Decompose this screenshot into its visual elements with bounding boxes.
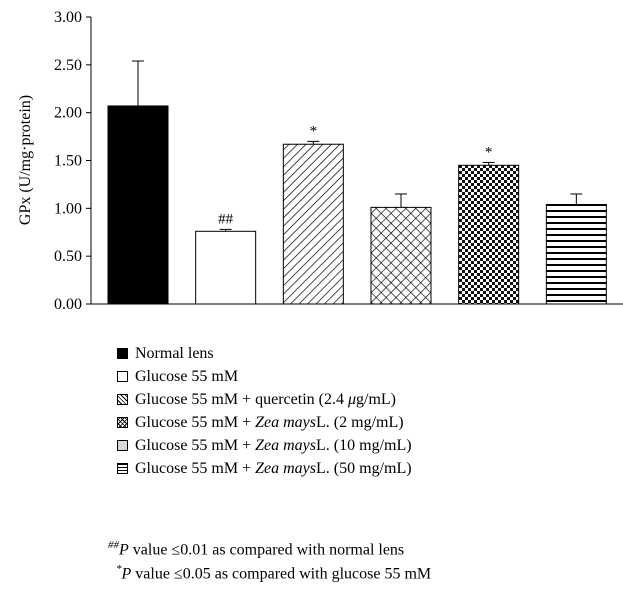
y-tick-label: 0.50 [54, 248, 82, 265]
legend-label-italic: Zea mays [255, 413, 317, 431]
legend-swatch [117, 417, 128, 428]
y-tick-label: 1.50 [54, 153, 82, 170]
legend-label: Glucose 55 mM [135, 367, 239, 385]
bars: ## * * [107, 60, 607, 305]
footnote-hash: ##P value ≤0.01 as compared with normal … [108, 539, 404, 559]
y-ticks: 0.00 0.50 1.00 1.50 2.00 2.50 3.00 [54, 9, 91, 313]
axes [90, 17, 623, 305]
legend-label: Normal lens [135, 344, 214, 362]
footnote-hash-mark: ## [108, 539, 119, 551]
bar-3 [282, 143, 344, 305]
footnote-star-text: value ≤0.05 as compared with glucose 55 … [131, 565, 432, 583]
legend-item: Glucose 55 mM + quercetin (2.4 μ g/mL) [117, 388, 412, 411]
legend-label: Glucose 55 mM + quercetin (2.4 [135, 390, 348, 408]
bar-6 [545, 204, 607, 305]
y-tick-label: 0.00 [54, 296, 82, 313]
legend-swatch [117, 371, 128, 382]
footnote-hash-text: value ≤0.01 as compared with normal lens [128, 541, 405, 559]
y-tick-label: 3.00 [54, 9, 82, 26]
legend-item: Glucose 55 mM [117, 365, 412, 388]
legend-label-suffix: L. (50 mg/mL) [316, 459, 412, 477]
y-tick-label: 1.00 [54, 200, 82, 217]
legend-item: Glucose 55 mM + Zea mays L. (50 mg/mL) [117, 457, 412, 480]
bar-1 [107, 105, 169, 305]
legend-label: Glucose 55 mM + [135, 413, 256, 431]
footnote-star-p: P [121, 565, 132, 583]
bar-chart: GPx (U/mg·protein) 0.00 0.50 1.00 1.50 2.00 2… [17, 9, 623, 313]
legend-label: Glucose 55 mM + [135, 459, 256, 477]
footnote-star: *P value ≤0.05 as compared with glucose … [116, 563, 431, 583]
significance-annotation: ## [218, 211, 234, 227]
legend-label-suffix: g/mL) [356, 390, 397, 408]
legend-item: Glucose 55 mM + Zea mays L. (10 mg/mL) [117, 434, 412, 457]
legend-swatch [117, 463, 128, 474]
footnote-star-mark: * [116, 563, 122, 575]
legend-label-suffix: L. (10 mg/mL) [316, 436, 412, 454]
significance-annotation: * [310, 123, 318, 139]
legend-label-italic: Zea mays [255, 459, 317, 477]
legend: Normal lens Glucose 55 mM Glucose 55 mM + … [117, 342, 412, 480]
y-tick-label: 2.50 [54, 57, 82, 74]
bar-5 [458, 164, 520, 305]
significance-annotation: * [485, 144, 493, 160]
legend-label-italic: Zea mays [255, 436, 317, 454]
legend-label-suffix: L. (2 mg/mL) [316, 413, 404, 431]
bar-4 [370, 206, 432, 305]
legend-item: Normal lens [117, 342, 412, 365]
legend-swatch [117, 394, 128, 405]
legend-label-italic: μ [347, 390, 357, 408]
y-tick-label: 2.00 [54, 105, 82, 122]
bar-2 [195, 230, 257, 305]
legend-label: Glucose 55 mM + [135, 436, 256, 454]
y-axis-label: GPx (U/mg·protein) [17, 95, 34, 225]
legend-item: Glucose 55 mM + Zea mays L. (2 mg/mL) [117, 411, 412, 434]
footnote-hash-p: P [119, 541, 129, 559]
legend-swatch [117, 440, 128, 451]
legend-swatch [117, 348, 128, 359]
